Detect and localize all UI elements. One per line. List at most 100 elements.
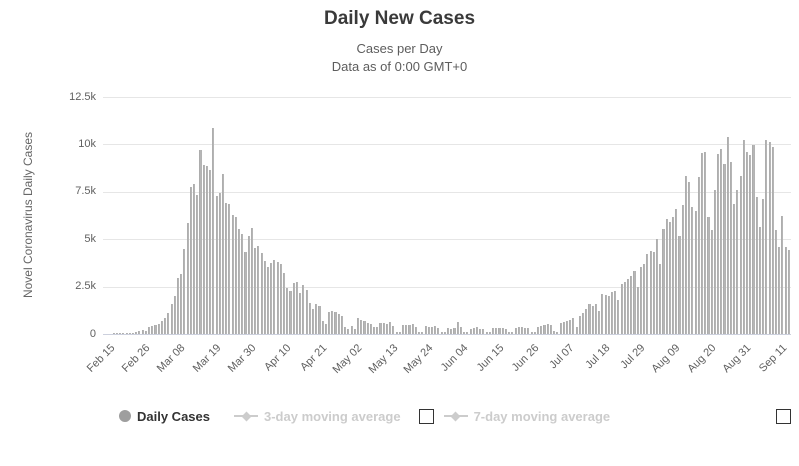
bar[interactable]: [408, 325, 411, 334]
bar[interactable]: [260, 253, 263, 334]
bar[interactable]: [193, 184, 196, 334]
bar[interactable]: [453, 327, 456, 334]
bar[interactable]: [639, 267, 642, 334]
bar[interactable]: [373, 326, 376, 334]
bar[interactable]: [125, 333, 128, 334]
bar[interactable]: [594, 303, 597, 334]
bar[interactable]: [736, 190, 739, 334]
bar[interactable]: [131, 332, 135, 334]
bar[interactable]: [196, 194, 199, 334]
bar[interactable]: [144, 330, 147, 334]
bar[interactable]: [183, 249, 186, 334]
bar[interactable]: [601, 294, 604, 334]
bar[interactable]: [778, 247, 781, 334]
bar[interactable]: [389, 322, 392, 334]
bar[interactable]: [318, 305, 321, 334]
bar[interactable]: [315, 304, 318, 334]
bar[interactable]: [263, 261, 266, 334]
bar[interactable]: [652, 252, 655, 334]
bar[interactable]: [749, 155, 752, 334]
bar[interactable]: [784, 247, 787, 334]
bar[interactable]: [755, 197, 758, 334]
bar[interactable]: [729, 162, 733, 334]
bar[interactable]: [607, 295, 610, 334]
bar[interactable]: [578, 315, 581, 334]
bar[interactable]: [549, 325, 552, 334]
bar[interactable]: [199, 149, 202, 334]
bar[interactable]: [762, 198, 765, 334]
bar[interactable]: [209, 169, 212, 334]
bar[interactable]: [565, 320, 569, 334]
bar[interactable]: [665, 218, 668, 334]
bar[interactable]: [167, 313, 170, 334]
bar[interactable]: [221, 173, 225, 334]
bar[interactable]: [585, 308, 588, 334]
bar[interactable]: [138, 331, 141, 334]
bar[interactable]: [424, 326, 427, 334]
legend-item-daily-cases[interactable]: Daily Cases: [119, 409, 210, 424]
bar[interactable]: [498, 328, 501, 334]
bar[interactable]: [344, 327, 347, 334]
bar[interactable]: [511, 332, 514, 334]
legend-item-3day-moving-average[interactable]: 3-day moving average: [234, 409, 401, 424]
bar[interactable]: [180, 274, 183, 334]
bar[interactable]: [334, 312, 337, 334]
bar[interactable]: [752, 145, 755, 334]
bar[interactable]: [527, 328, 530, 334]
bar[interactable]: [311, 309, 315, 334]
bar[interactable]: [697, 177, 700, 334]
bar[interactable]: [231, 214, 234, 334]
bar[interactable]: [508, 332, 511, 334]
bar[interactable]: [739, 176, 742, 334]
bar[interactable]: [302, 284, 305, 334]
bar[interactable]: [427, 326, 430, 334]
bar[interactable]: [337, 314, 340, 334]
bar[interactable]: [684, 176, 688, 334]
bar[interactable]: [655, 238, 659, 334]
bar[interactable]: [768, 141, 771, 334]
bar[interactable]: [678, 235, 681, 334]
bar[interactable]: [212, 127, 215, 334]
bar[interactable]: [154, 325, 157, 334]
bar[interactable]: [707, 217, 710, 334]
bar[interactable]: [553, 331, 556, 334]
bar[interactable]: [450, 328, 453, 334]
bar[interactable]: [524, 327, 527, 334]
bar[interactable]: [700, 153, 704, 334]
bar[interactable]: [321, 320, 324, 334]
bar[interactable]: [463, 331, 466, 334]
bar[interactable]: [418, 331, 421, 334]
bar[interactable]: [324, 324, 327, 334]
bar[interactable]: [340, 315, 344, 334]
bar[interactable]: [151, 326, 154, 334]
bar[interactable]: [376, 327, 379, 334]
bar[interactable]: [501, 327, 504, 334]
bar[interactable]: [704, 151, 707, 334]
bar[interactable]: [295, 281, 298, 334]
bar[interactable]: [411, 324, 414, 334]
bar[interactable]: [591, 305, 594, 334]
bar[interactable]: [758, 227, 761, 334]
bar[interactable]: [157, 323, 160, 334]
bar[interactable]: [128, 332, 131, 334]
bar[interactable]: [115, 333, 118, 334]
bar[interactable]: [717, 153, 720, 334]
bar[interactable]: [643, 263, 646, 334]
bar[interactable]: [588, 304, 591, 334]
bar[interactable]: [623, 282, 626, 334]
bar[interactable]: [675, 208, 678, 334]
bar[interactable]: [202, 164, 205, 334]
bar[interactable]: [350, 325, 353, 334]
bar[interactable]: [517, 327, 520, 334]
bar[interactable]: [572, 318, 575, 334]
bar[interactable]: [379, 322, 382, 334]
bar[interactable]: [218, 193, 221, 334]
bar[interactable]: [620, 283, 623, 334]
bar[interactable]: [398, 331, 401, 334]
bar[interactable]: [228, 203, 231, 334]
bar[interactable]: [495, 327, 498, 334]
bar[interactable]: [286, 288, 289, 334]
bar[interactable]: [279, 263, 282, 334]
bar[interactable]: [713, 189, 716, 334]
